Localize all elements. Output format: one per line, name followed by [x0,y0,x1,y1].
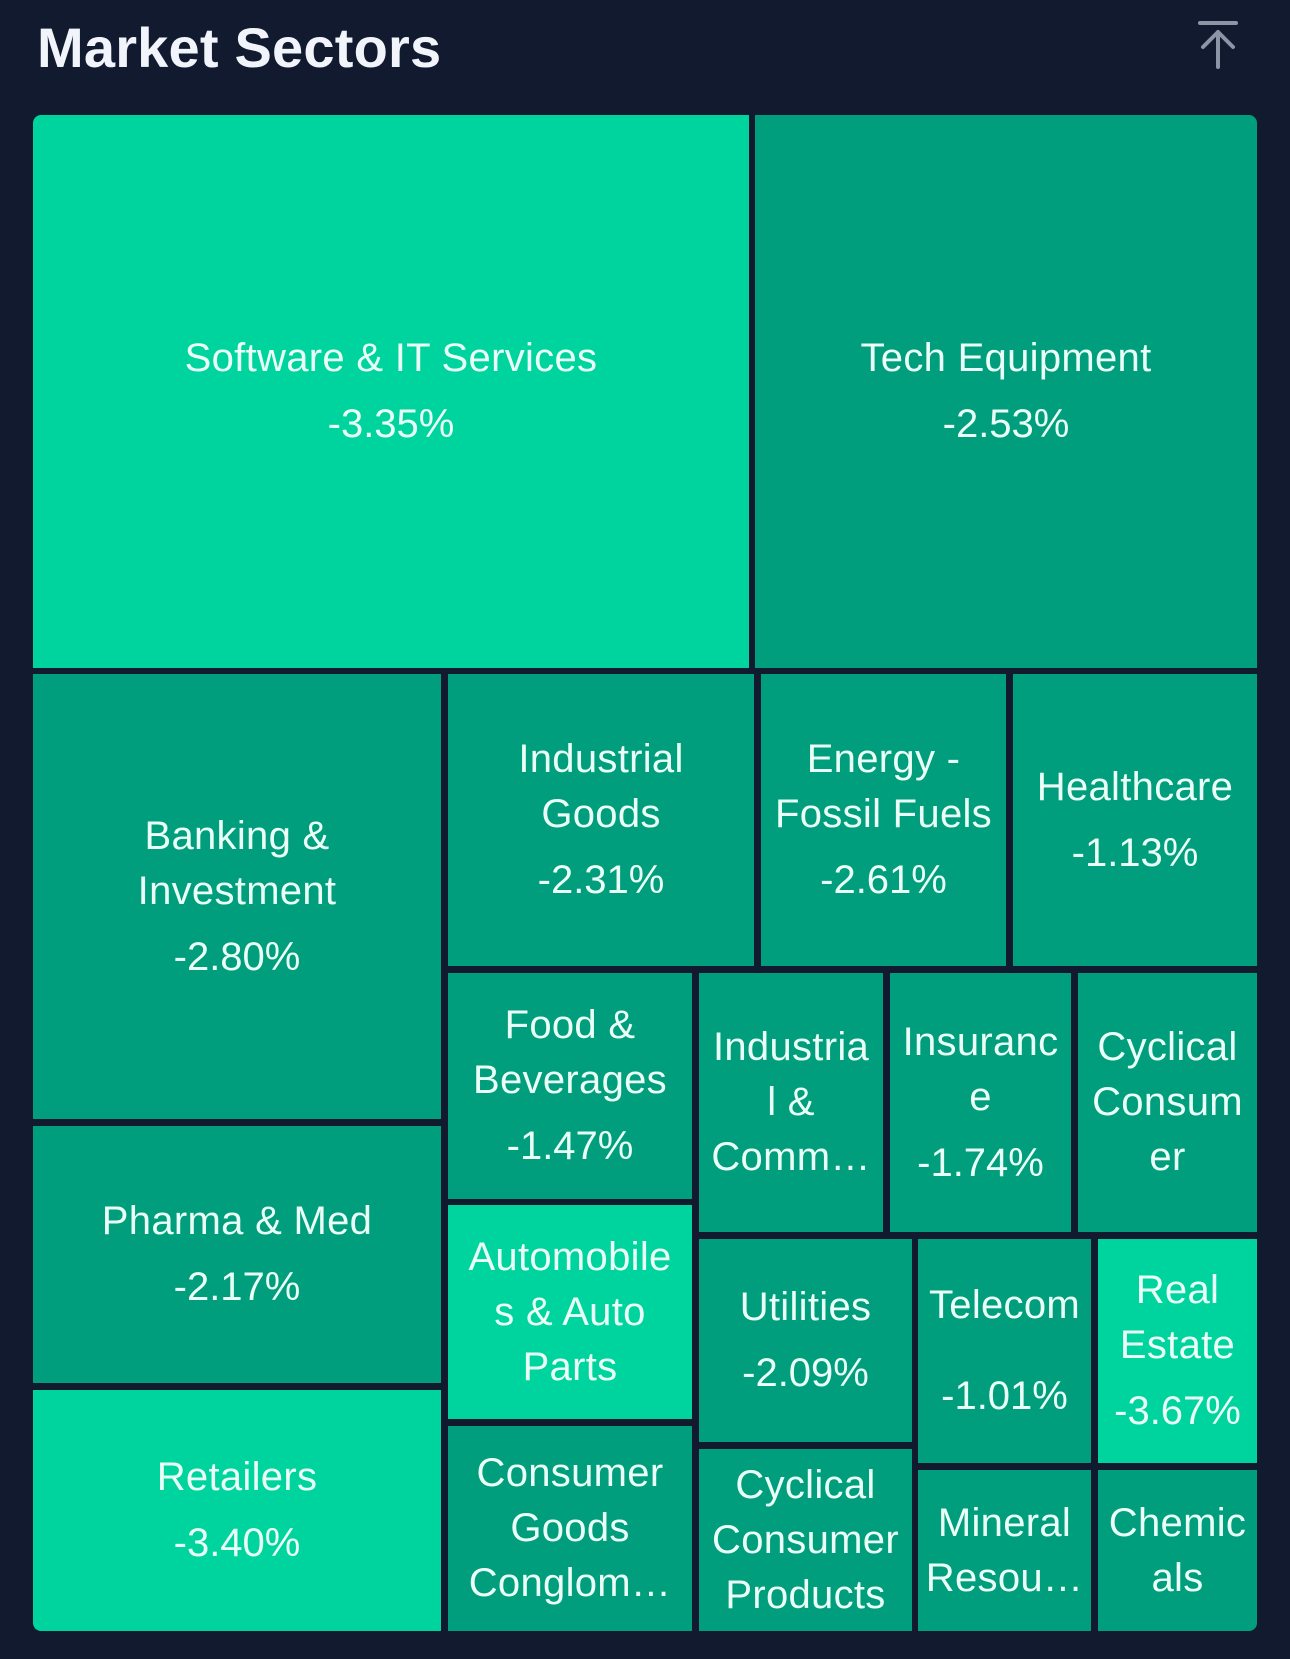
sector-tile-industrial-commercial[interactable]: Industria l & Comm… [699,973,883,1232]
sector-tile-banking-investment[interactable]: Banking & Investment -2.80% [33,674,441,1119]
page-title: Market Sectors [37,16,442,79]
sector-name: Utilities [739,1285,872,1329]
sector-name: Retailers [156,1455,318,1499]
sector-change: -3.40% [173,1521,301,1565]
sector-change: -3.35% [327,402,455,446]
sector-change: -1.01% [941,1374,1068,1418]
sector-name: Pharma & Med [101,1199,373,1243]
sector-change: -2.53% [942,402,1070,446]
sector-name: Mineral Resou… [925,1500,1084,1600]
sector-name: Insuranc e [902,1019,1059,1119]
sector-name: Automobile s & Auto Parts [468,1234,672,1389]
sector-change: -1.47% [506,1124,634,1168]
sector-tile-pharma-med[interactable]: Pharma & Med -2.17% [33,1126,441,1383]
sector-name: Cyclical Consum er [1092,1025,1243,1179]
sector-name: Telecom [928,1283,1081,1327]
sector-change: -1.13% [1071,830,1199,875]
sector-change: -2.17% [173,1265,301,1309]
sector-name: Chemic als [1108,1500,1247,1600]
sector-name: Software & IT Services [184,336,598,380]
sector-name: Real Estate [1119,1268,1236,1367]
sector-tile-mineral-resources[interactable]: Mineral Resou… [918,1470,1091,1631]
sector-tile-telecom[interactable]: Telecom -1.01% [918,1239,1091,1463]
sector-tile-healthcare[interactable]: Healthcare -1.13% [1013,674,1257,966]
sector-name: Food & Beverages [473,1003,667,1102]
sector-tile-industrial-goods[interactable]: Industrial Goods -2.31% [448,674,754,966]
sector-tile-utilities[interactable]: Utilities -2.09% [699,1239,912,1442]
sector-tile-energy-fossil-fuels[interactable]: Energy - Fossil Fuels -2.61% [761,674,1006,966]
sector-tile-software-it-services[interactable]: Software & IT Services -3.35% [33,115,749,668]
sector-tile-cyclical-consumer[interactable]: Cyclical Consum er [1078,973,1257,1232]
sector-name: Energy - Fossil Fuels [775,737,992,836]
sector-tile-insurance[interactable]: Insuranc e -1.74% [890,973,1071,1232]
sector-tile-real-estate[interactable]: Real Estate -3.67% [1098,1239,1257,1463]
sector-tile-chemicals[interactable]: Chemic als [1098,1470,1257,1631]
sector-tile-retailers[interactable]: Retailers -3.40% [33,1390,441,1631]
sector-name: Banking & Investment [137,813,337,913]
sector-change: -2.09% [742,1351,869,1395]
sector-name: Consumer Goods Conglom… [468,1451,672,1605]
sector-tile-tech-equipment[interactable]: Tech Equipment -2.53% [755,115,1257,668]
sector-name: Industria l & Comm… [711,1025,871,1179]
sector-change: -2.31% [537,858,665,902]
sector-tile-food-beverages[interactable]: Food & Beverages -1.47% [448,973,692,1199]
sector-name: Cyclical Consumer Products [712,1462,899,1617]
sector-tile-consumer-goods-conglomerates[interactable]: Consumer Goods Conglom… [448,1426,692,1631]
collapse-button[interactable] [1190,16,1246,72]
sector-name: Industrial Goods [518,737,684,836]
sector-change: -3.67% [1114,1389,1241,1433]
sector-change: -2.61% [820,858,947,902]
sector-name: Tech Equipment [860,336,1152,380]
sector-tile-automobiles-auto-parts[interactable]: Automobile s & Auto Parts [448,1205,692,1419]
arrow-up-to-top-icon [1198,21,1238,69]
sector-change: -1.74% [917,1140,1044,1185]
sector-tile-cyclical-consumer-products[interactable]: Cyclical Consumer Products [699,1449,912,1631]
sector-change: -2.80% [173,934,301,979]
sector-name: Healthcare [1036,764,1234,809]
